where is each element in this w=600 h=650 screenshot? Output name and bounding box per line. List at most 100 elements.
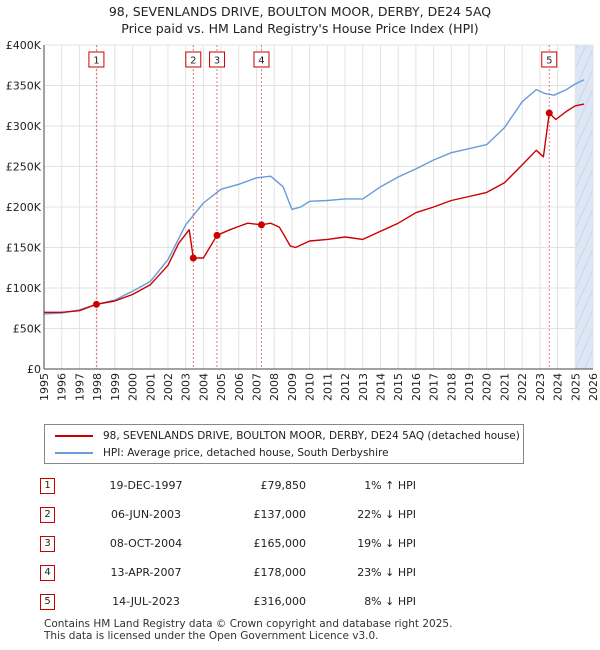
sale-price: £178,000	[253, 566, 307, 579]
sale-number-box	[209, 51, 226, 68]
x-tick-label: 2018	[445, 373, 458, 401]
x-tick-label: 2019	[463, 373, 476, 401]
y-tick-label: £400K	[6, 39, 42, 52]
sale-point	[213, 231, 221, 239]
sale-number-box	[541, 51, 558, 68]
legend-label-price: 98, SEVENLANDS DRIVE, BOULTON MOOR, DERB…	[103, 430, 520, 442]
y-tick-label: £350K	[6, 80, 42, 93]
table-row: 5 14-JUL-2023 £316,000 8% ↓ HPI	[40, 587, 416, 616]
x-tick-label: 2012	[339, 373, 352, 401]
sale-number-box	[88, 51, 105, 68]
y-tick-label: £300K	[6, 120, 42, 133]
x-tick-label: 2021	[498, 373, 511, 401]
legend-item-price: 98, SEVENLANDS DRIVE, BOULTON MOOR, DERB…	[55, 428, 520, 444]
sale-date: 08-OCT-2004	[109, 537, 183, 550]
y-tick-label: £200K	[6, 201, 42, 214]
footer-licence: This data is licensed under the Open Gov…	[44, 630, 379, 642]
sale-marker-label: 5	[40, 593, 55, 610]
sale-price: £165,000	[253, 537, 307, 550]
y-tick-label: £150K	[6, 242, 42, 255]
sale-price: £79,850	[260, 479, 307, 492]
sale-number-label: 4	[258, 56, 264, 67]
legend-item-hpi: HPI: Average price, detached house, Sout…	[55, 445, 389, 461]
y-tick-label: £0	[27, 363, 41, 376]
chart-subtitle: Price paid vs. HM Land Registry's House …	[121, 21, 479, 36]
sale-price: £137,000	[253, 508, 307, 521]
table-row: 1 19-DEC-1997 £79,850 1% ↑ HPI	[40, 471, 416, 500]
table-row: 2 06-JUN-2003 £137,000 22% ↓ HPI	[40, 500, 416, 529]
forecast-hatch	[575, 68, 594, 110]
x-tick-label: 2016	[410, 373, 423, 401]
x-tick-label: 2003	[180, 373, 193, 401]
legend-swatch-hpi	[55, 452, 93, 454]
x-tick-label: 2004	[197, 373, 210, 401]
sale-hpi-diff: 19% ↓ HPI	[357, 537, 416, 550]
y-tick-label: £100K	[6, 282, 42, 295]
x-tick-label: 2024	[552, 373, 565, 401]
sale-marker-label: 3	[40, 535, 55, 552]
sale-marker-label: 4	[40, 564, 55, 581]
forecast-hatch	[592, 368, 594, 369]
sale-number-label: 2	[190, 56, 196, 67]
sale-point	[189, 254, 197, 262]
x-tick-label: 2007	[251, 373, 264, 401]
sales-table: 1 19-DEC-1997 £79,850 1% ↑ HPI 2 06-JUN-2003 £…	[40, 471, 416, 616]
sale-hpi-diff: 22% ↓ HPI	[357, 508, 416, 521]
sale-price: £316,000	[253, 595, 307, 608]
x-tick-label: 2011	[321, 373, 334, 401]
sale-date: 14-JUL-2023	[112, 595, 180, 608]
footer: Contains HM Land Registry data © Crown c…	[44, 618, 452, 642]
sale-number-box	[253, 51, 270, 68]
sale-number-box	[185, 51, 202, 68]
x-tick-label: 2017	[428, 373, 441, 401]
sale-hpi-diff: 23% ↓ HPI	[357, 566, 416, 579]
sale-marker-label: 2	[40, 506, 55, 523]
table-row: 3 08-OCT-2004 £165,000 19% ↓ HPI	[40, 529, 416, 558]
footer-copyright: Contains HM Land Registry data © Crown c…	[44, 618, 453, 630]
x-tick-label: 2005	[215, 373, 228, 401]
x-tick-label: 1997	[73, 373, 86, 401]
x-tick-label: 1999	[109, 373, 122, 401]
x-tick-label: 1998	[91, 373, 104, 401]
chart-title: 98, SEVENLANDS DRIVE, BOULTON MOOR, DERB…	[108, 4, 492, 19]
sale-point	[545, 109, 553, 117]
sale-marker-label: 1	[40, 477, 55, 494]
x-tick-label: 2025	[569, 373, 582, 401]
forecast-hatch	[575, 308, 594, 350]
x-tick-label: 2002	[162, 373, 175, 401]
x-tick-label: 2014	[374, 373, 387, 401]
x-tick-label: 2022	[516, 373, 529, 401]
x-tick-label: 1996	[56, 373, 69, 401]
legend: 98, SEVENLANDS DRIVE, BOULTON MOOR, DERB…	[44, 424, 524, 464]
sale-date: 06-JUN-2003	[110, 508, 182, 521]
x-tick-label: 2000	[127, 373, 140, 401]
forecast-hatch	[575, 288, 594, 330]
y-tick-label: £50K	[13, 323, 42, 336]
sale-number-label: 1	[93, 56, 99, 67]
x-tick-label: 2020	[481, 373, 494, 401]
sale-point	[92, 300, 100, 308]
legend-label-hpi: HPI: Average price, detached house, Sout…	[103, 447, 389, 459]
x-tick-label: 2013	[357, 373, 370, 401]
table-row: 4 13-APR-2007 £178,000 23% ↓ HPI	[40, 558, 416, 587]
price-chart: £0 £50K £100K £150K £200K £250K £300K £350K £400…	[6, 39, 600, 401]
sale-number-label: 5	[546, 56, 552, 67]
x-tick-label: 1995	[38, 373, 51, 401]
sale-number-label: 3	[214, 56, 220, 67]
sale-date: 19-DEC-1997	[109, 479, 183, 492]
y-tick-label: £250K	[6, 161, 42, 174]
x-tick-label: 2006	[233, 373, 246, 401]
sale-date: 13-APR-2007	[110, 566, 182, 579]
x-tick-label: 2009	[286, 373, 299, 401]
x-tick-label: 2015	[392, 373, 405, 401]
legend-swatch-price	[55, 435, 93, 437]
x-tick-label: 2010	[304, 373, 317, 401]
x-tick-label: 2001	[144, 373, 157, 401]
forecast-hatch	[575, 88, 594, 130]
sale-point	[257, 221, 265, 229]
x-tick-label: 2008	[268, 373, 281, 401]
x-tick-label: 2023	[534, 373, 547, 401]
sale-hpi-diff: 8% ↓ HPI	[364, 595, 416, 608]
price-series-line	[44, 103, 585, 313]
sale-hpi-diff: 1% ↑ HPI	[364, 479, 416, 492]
